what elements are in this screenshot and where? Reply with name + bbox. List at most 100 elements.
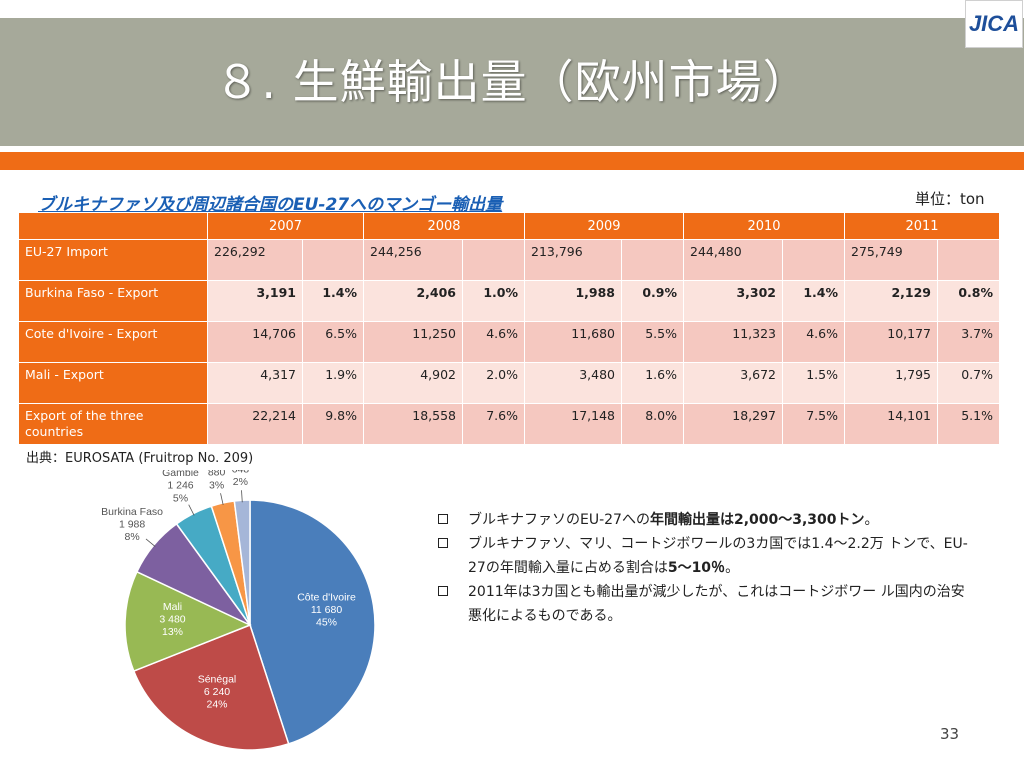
- pie-label: 1 246: [167, 480, 193, 492]
- pie-label: Côte d'Ivoire: [297, 591, 356, 603]
- table-cell: 11,680: [524, 321, 622, 363]
- table-cell: [937, 239, 1000, 281]
- bullet-text: 。: [725, 560, 740, 576]
- table-cell: 1.9%: [302, 362, 364, 404]
- table-cell: 11,323: [683, 321, 783, 363]
- table-cell: 4.6%: [462, 321, 525, 363]
- export-table: 2007 2008 2009 2010 2011 EU-27 Import 22…: [18, 212, 1000, 445]
- bullet-text: ブルキナファソ、マリ、コートジボワールの3カ国では1.4〜2.2万 トンで、EU…: [468, 536, 968, 576]
- pie-label: 3 480: [159, 614, 185, 626]
- table-cell: 2.0%: [462, 362, 525, 404]
- table-cell: 4,902: [363, 362, 463, 404]
- table-cell: 18,558: [363, 403, 463, 445]
- logo-text: JICA: [968, 11, 1020, 36]
- bullet-text: 2011年は3カ国とも輸出量が減少したが、これはコートジボワー ル国内の治安悪化…: [468, 584, 965, 624]
- table-cell: 3,302: [683, 280, 783, 322]
- page-number: 33: [940, 725, 960, 743]
- year-header: 2010: [683, 212, 845, 240]
- pie-leader-line: [241, 490, 243, 503]
- pie-label: 13%: [162, 626, 183, 638]
- year-header: 2011: [844, 212, 1000, 240]
- pie-label: Sénégal: [198, 674, 237, 686]
- table-cell: 10,177: [844, 321, 938, 363]
- table-cell: 17,148: [524, 403, 622, 445]
- pie-label: 2%: [233, 476, 248, 488]
- table-cell: 11,250: [363, 321, 463, 363]
- orange-divider: [0, 152, 1024, 170]
- pie-label: 24%: [206, 699, 227, 711]
- bullet-text: 5〜10％: [667, 560, 726, 576]
- pie-label: Gambie: [162, 470, 199, 479]
- table-cell: 2,129: [844, 280, 938, 322]
- table-cell: 22,214: [207, 403, 303, 445]
- table-cell: [621, 239, 684, 281]
- pie-label: 6 240: [204, 686, 230, 698]
- table-cell: 5.1%: [937, 403, 1000, 445]
- table-cell: 18,297: [683, 403, 783, 445]
- row-label: Burkina Faso - Export: [18, 280, 208, 322]
- unit-label: 単位：ton: [915, 190, 985, 208]
- table-cell: 244,480: [683, 239, 783, 281]
- table-cell: 3,480: [524, 362, 622, 404]
- table-cell: 7.5%: [782, 403, 845, 445]
- pie-label: 45%: [316, 617, 337, 629]
- table-cell: 1.5%: [782, 362, 845, 404]
- table-cell: [462, 239, 525, 281]
- bullet-item: 2011年は3カ国とも輸出量が減少したが、これはコートジボワー ル国内の治安悪化…: [438, 580, 968, 628]
- table-row-burkina-faso: Burkina Faso - Export 3,191 1.4% 2,406 1…: [18, 280, 1000, 322]
- year-header: 2007: [207, 212, 364, 240]
- bullet-text: 年間輸出量は2,000〜3,300トン: [649, 512, 865, 528]
- bullet-list: ブルキナファソのEU-27への年間輸出量は2,000〜3,300トン。 ブルキナフ…: [438, 508, 968, 628]
- bullet-item: ブルキナファソのEU-27への年間輸出量は2,000〜3,300トン。: [438, 508, 968, 532]
- pie-label: 1 988: [119, 519, 145, 531]
- jica-logo: JICA: [965, 0, 1023, 48]
- pie-label: Burkina Faso: [101, 506, 163, 518]
- table-cell: 5.5%: [621, 321, 684, 363]
- checkbox-bullet-icon: [438, 586, 448, 596]
- table-row-mali: Mali - Export 4,317 1.9% 4,902 2.0% 3,48…: [18, 362, 1000, 404]
- pie-slice: [249, 499, 376, 745]
- row-label: EU-27 Import: [18, 239, 208, 281]
- table-cell: 2,406: [363, 280, 463, 322]
- table-cell: 14,101: [844, 403, 938, 445]
- pie-label: 8%: [125, 531, 140, 543]
- table-cell: 8.0%: [621, 403, 684, 445]
- bullet-text: ブルキナファソのEU-27への: [468, 512, 650, 528]
- source-note: 出典：EUROSATA (Fruitrop No. 209): [26, 451, 254, 466]
- header-corner: [18, 212, 208, 240]
- table-row-cote-divoire: Cote d'Ivoire - Export 14,706 6.5% 11,25…: [18, 321, 1000, 363]
- pie-label: 648: [232, 470, 250, 475]
- table-cell: 3.7%: [937, 321, 1000, 363]
- table-cell: 3,672: [683, 362, 783, 404]
- table-cell: 226,292: [207, 239, 303, 281]
- table-cell: 0.8%: [937, 280, 1000, 322]
- table-cell: 1.6%: [621, 362, 684, 404]
- table-cell: 275,749: [844, 239, 938, 281]
- slide-title: ８. 生鮮輸出量（欧州市場）: [214, 55, 810, 109]
- table-cell: 4,317: [207, 362, 303, 404]
- checkbox-bullet-icon: [438, 514, 448, 524]
- pie-leader-line: [220, 493, 224, 506]
- bullet-item: ブルキナファソ、マリ、コートジボワールの3カ国では1.4〜2.2万 トンで、EU…: [438, 532, 968, 580]
- table-row-three-countries: Export of the three countries 22,214 9.8…: [18, 403, 1000, 445]
- pie-leader-line: [188, 504, 195, 516]
- checkbox-bullet-icon: [438, 538, 448, 548]
- row-label: Export of the three countries: [18, 403, 208, 445]
- table-row-eu27-import: EU-27 Import 226,292 244,256 213,796 244…: [18, 239, 1000, 281]
- pie-leader-line: [145, 538, 156, 547]
- title-banner: [0, 18, 1024, 146]
- pie-slice: [124, 570, 252, 672]
- table-cell: 1,988: [524, 280, 622, 322]
- table-cell: 14,706: [207, 321, 303, 363]
- table-cell: 1.0%: [462, 280, 525, 322]
- table-title: ブルキナファソ及び周辺諸合国のEU-27へのマンゴー輸出量: [38, 195, 503, 215]
- pie-label: 3%: [209, 479, 224, 491]
- year-header: 2008: [363, 212, 525, 240]
- bullet-text: 。: [864, 512, 879, 528]
- pie-label: 880: [208, 470, 226, 479]
- table-cell: [782, 239, 845, 281]
- pie-label: 11 680: [311, 604, 342, 616]
- table-cell: 213,796: [524, 239, 622, 281]
- table-cell: 1,795: [844, 362, 938, 404]
- table-cell: 1.4%: [782, 280, 845, 322]
